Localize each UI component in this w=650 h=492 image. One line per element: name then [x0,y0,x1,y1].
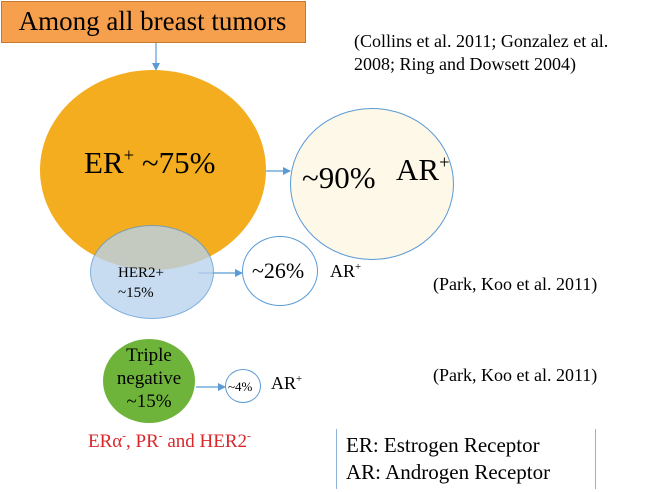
reference-er: (Collins et al. 2011; Gonzalez et al. 20… [354,30,608,76]
tn-line3: ~15% [126,391,172,412]
her2-ar-label: AR+ [330,261,362,281]
tn-line2: negative [116,368,182,389]
title-box [1,1,306,43]
er-ar-label: AR+ [396,152,450,187]
her2-label-line1: HER2+ [118,265,164,281]
triple-negative-label: Triple negative ~15% [103,344,195,413]
legend-er: ER: Estrogen Receptor [346,433,540,457]
tn-ar-positive-circle [225,369,261,403]
legend-ar: AR: Androgen Receptor [346,460,551,484]
reference-er-line2: 2008; Ring and Dowsett 2004) [354,54,576,74]
er-positive-label: ER+ ~75% [84,145,216,180]
tn-line1: Triple [126,345,172,366]
diagram-title: Among all breast tumors [18,6,287,36]
her2-positive-circle [90,225,214,319]
tn-ar-percent: ~4% [228,379,253,394]
legend: ER: Estrogen Receptor AR: Androgen Recep… [346,432,550,486]
er-ar-positive-circle [290,108,454,260]
reference-er-line1: (Collins et al. 2011; Gonzalez et al. [354,31,609,51]
her2-label-line2: ~15% [118,285,154,301]
reference-her2: (Park, Koo et al. 2011) [433,274,598,294]
triple-negative-circle [103,339,195,423]
reference-tn: (Park, Koo et al. 2011) [433,365,598,385]
triple-negative-definition: ERα-, PR- and HER2- [88,430,251,452]
legend-box [336,429,596,489]
her2-ar-percent: ~26% [252,258,305,283]
tn-ar-label: AR+ [271,373,303,393]
her2-ar-positive-circle [242,236,318,306]
er-ar-percent: ~90% [302,160,376,195]
